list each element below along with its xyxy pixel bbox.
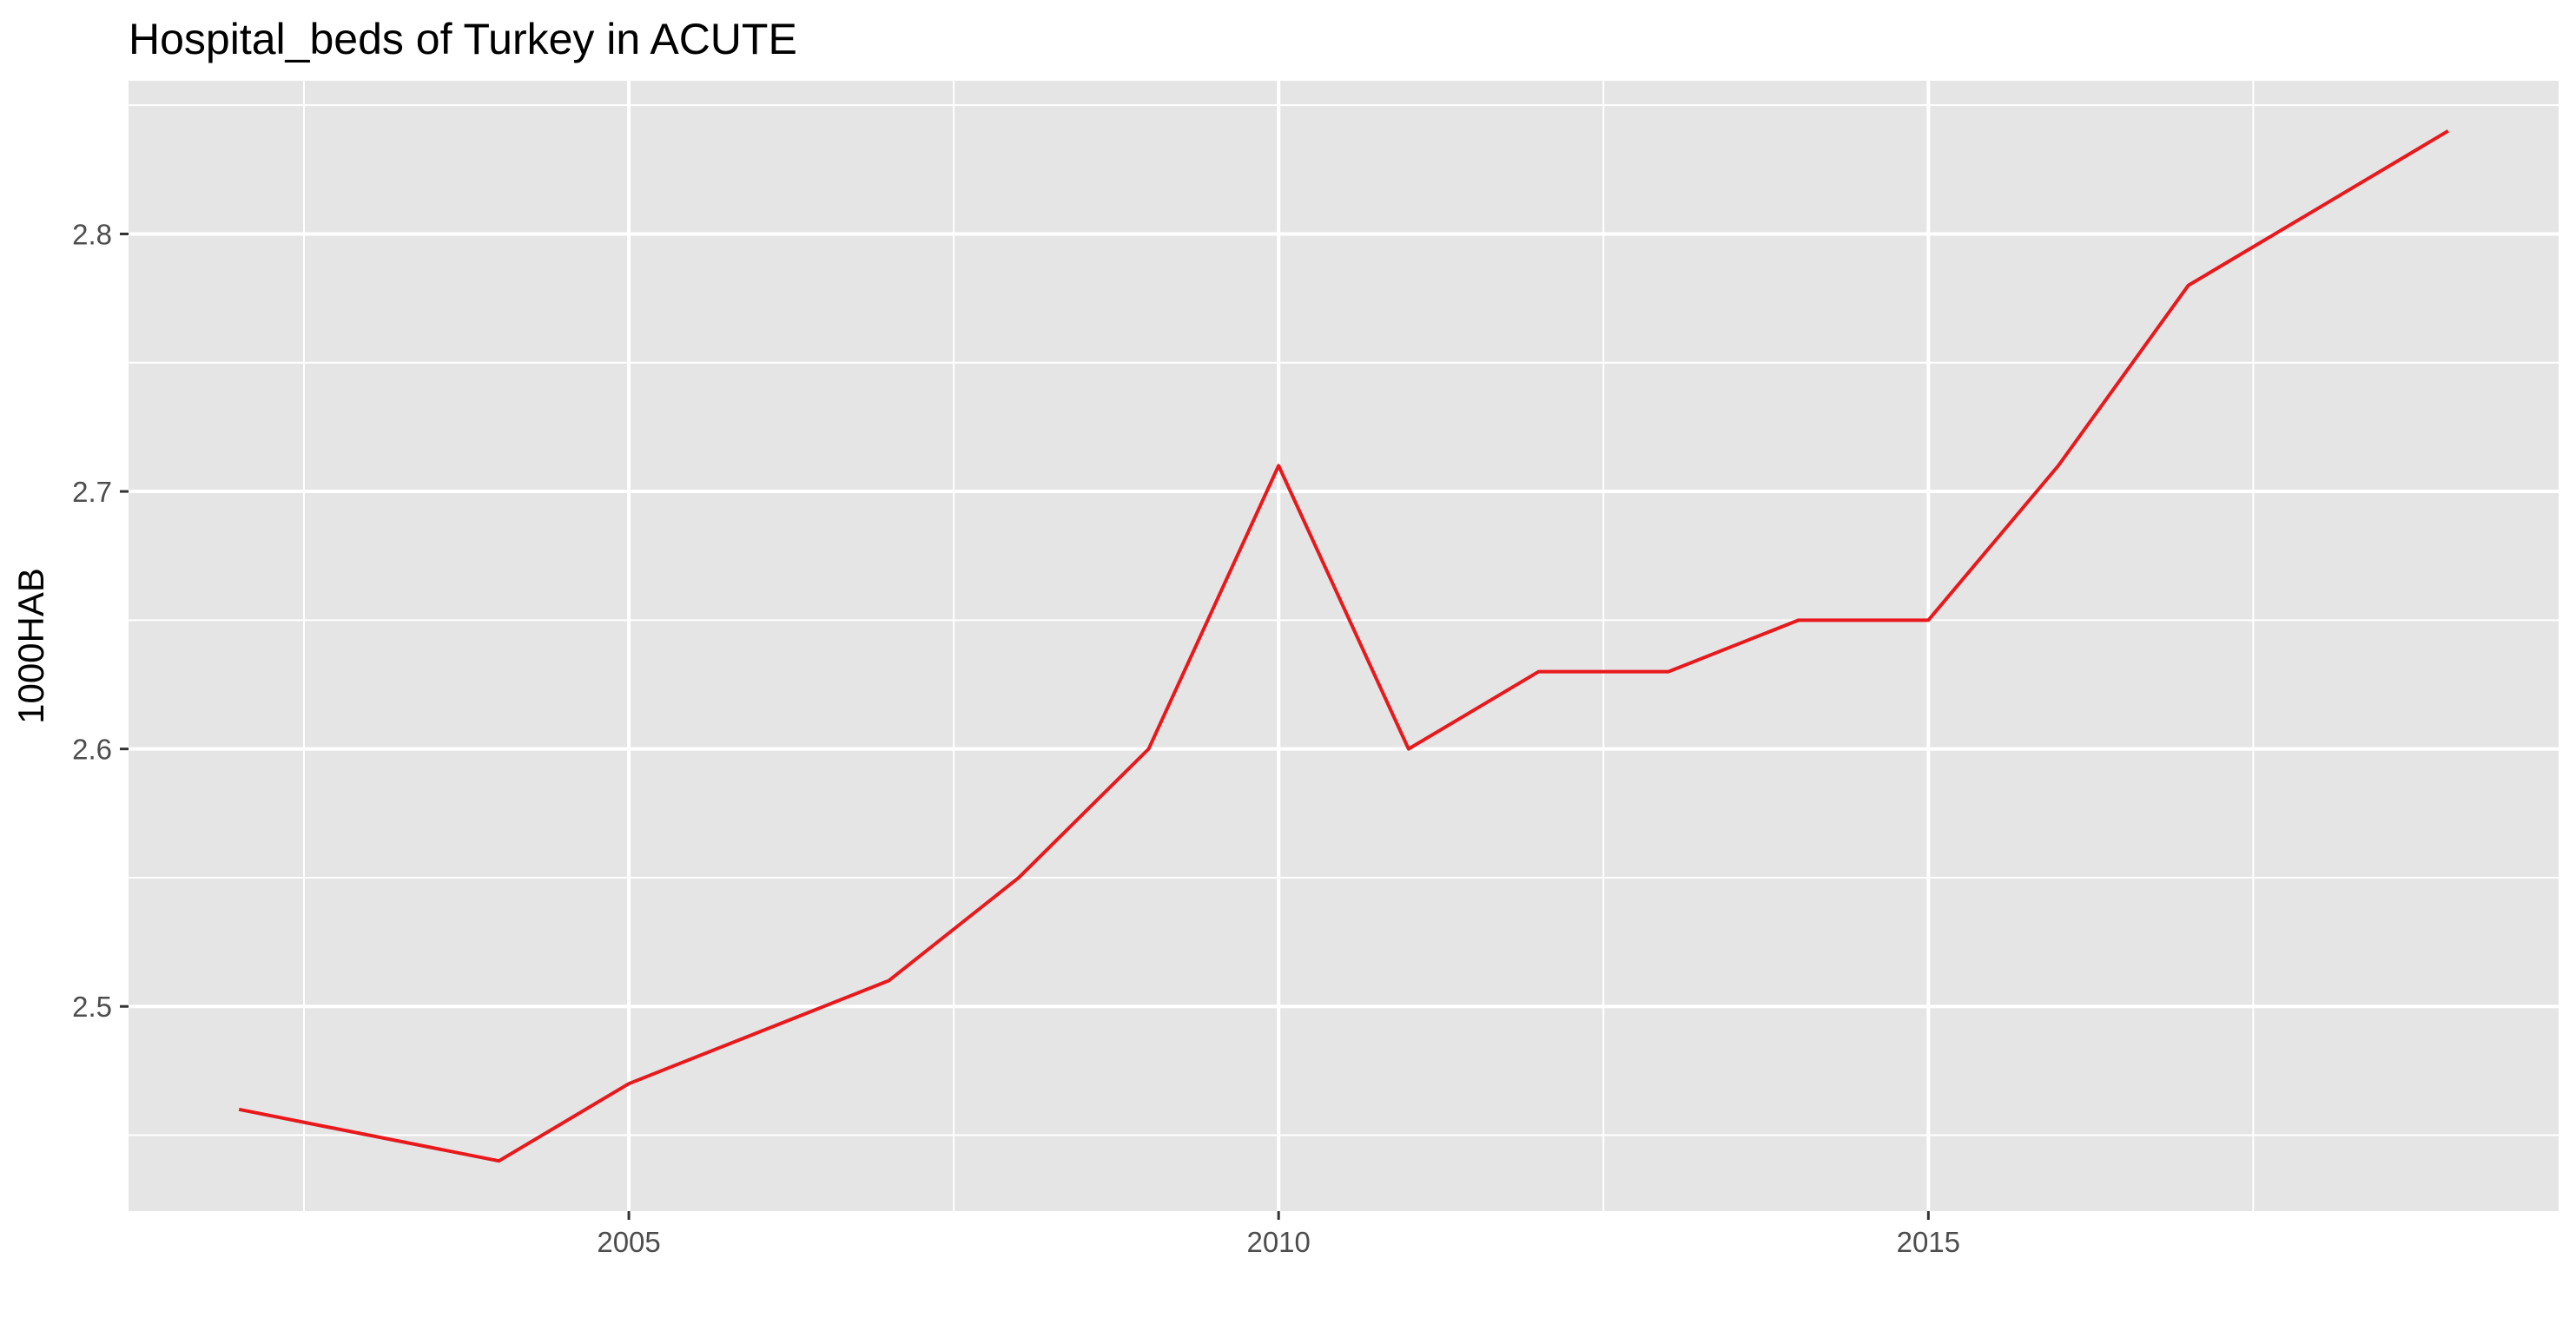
x-tick-label: 2015 (1897, 1226, 1960, 1258)
series-line-0 (238, 129, 2449, 1163)
x-axis: 2005 2010 2015 (597, 1211, 1960, 1258)
y-tick-label: 2.7 (72, 476, 112, 508)
series-layer (238, 129, 2449, 1163)
y-tick-label: 2.5 (72, 991, 112, 1023)
plot-panel (129, 81, 2559, 1211)
y-tick-label: 2.6 (72, 734, 112, 766)
major-gridlines (129, 81, 2559, 1211)
y-tick-label: 2.8 (72, 218, 112, 250)
y-axis-label: 1000HAB (10, 568, 51, 724)
chart-title: Hospital_beds of Turkey in ACUTE (129, 15, 797, 63)
x-tick-label: 2005 (597, 1226, 660, 1258)
y-axis: 2.5 2.6 2.7 2.8 (72, 218, 129, 1023)
x-tick-label: 2010 (1246, 1226, 1310, 1258)
minor-gridlines (129, 81, 2559, 1211)
